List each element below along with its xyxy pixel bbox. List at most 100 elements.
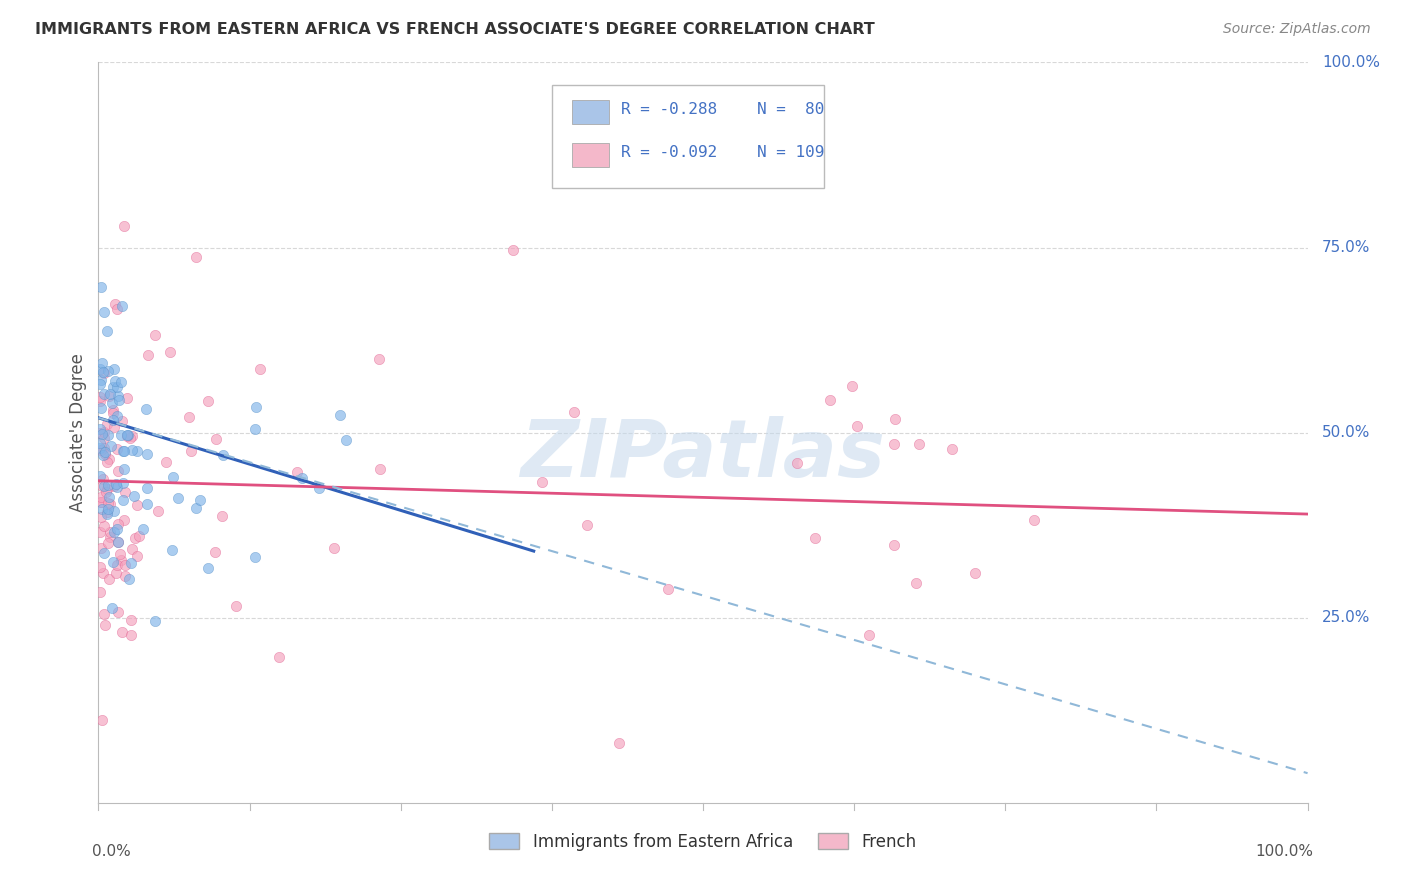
Point	[90, 495, 112, 509]
Point	[103, 420, 125, 434]
Point	[90, 541, 112, 556]
Point	[335, 433, 357, 447]
Point	[225, 599, 247, 613]
Y-axis label: Associate's Degree: Associate's Degree	[69, 353, 87, 512]
Point	[89, 469, 111, 483]
Point	[97, 478, 120, 492]
Point	[322, 541, 344, 555]
Point	[96, 484, 118, 499]
Point	[107, 379, 129, 393]
Point	[101, 413, 124, 427]
Point	[96, 324, 118, 338]
Point	[105, 409, 128, 423]
Text: N =  80: N = 80	[758, 102, 825, 117]
Point	[111, 300, 134, 314]
Point	[93, 366, 115, 380]
Point	[90, 501, 112, 516]
Point	[90, 401, 112, 416]
Point	[93, 441, 115, 455]
Point	[90, 490, 112, 504]
Point	[135, 401, 157, 416]
Point	[112, 219, 135, 234]
Point	[98, 490, 121, 504]
Point	[105, 301, 128, 316]
Point	[94, 618, 117, 632]
Point	[98, 497, 121, 511]
Point	[121, 428, 143, 442]
Point	[127, 549, 149, 563]
Point	[249, 361, 271, 376]
Point	[121, 541, 143, 556]
Point	[804, 531, 827, 545]
Point	[91, 472, 114, 486]
Point	[107, 606, 129, 620]
Point	[93, 425, 115, 440]
Point	[115, 427, 138, 442]
Point	[197, 561, 219, 575]
Point	[858, 628, 880, 642]
Point	[89, 426, 111, 441]
Point	[96, 417, 118, 431]
Point	[107, 534, 129, 549]
Point	[91, 479, 114, 493]
Point	[93, 387, 115, 401]
Point	[184, 500, 207, 515]
Point	[89, 585, 111, 599]
Point	[100, 396, 122, 410]
Point	[89, 422, 111, 436]
Point	[184, 250, 207, 264]
Point	[89, 442, 111, 456]
Point	[308, 481, 330, 495]
Point	[98, 530, 121, 544]
Point	[205, 433, 228, 447]
Point	[212, 448, 235, 462]
Point	[103, 504, 125, 518]
FancyBboxPatch shape	[572, 100, 609, 124]
Point	[103, 380, 125, 394]
Point	[90, 373, 112, 387]
Point	[143, 327, 166, 342]
Point	[136, 349, 159, 363]
Point	[159, 345, 181, 359]
Point	[90, 280, 112, 294]
Point	[91, 426, 114, 441]
Point	[128, 529, 150, 543]
Point	[111, 475, 134, 490]
Text: 50.0%: 50.0%	[1322, 425, 1371, 440]
Point	[107, 392, 129, 407]
Point	[97, 502, 120, 516]
Point	[96, 482, 118, 496]
Point	[883, 436, 905, 450]
Point	[93, 546, 115, 560]
Point	[103, 479, 125, 493]
Point	[93, 518, 115, 533]
Point	[112, 443, 135, 458]
Point	[100, 601, 122, 615]
Point	[91, 365, 114, 379]
Text: 25.0%: 25.0%	[1322, 610, 1371, 625]
Point	[103, 362, 125, 376]
Point	[96, 507, 118, 521]
Point	[818, 393, 841, 408]
Point	[131, 522, 153, 536]
Point	[89, 394, 111, 409]
Point	[243, 550, 266, 565]
Point	[115, 429, 138, 443]
Point	[160, 543, 183, 558]
Point	[329, 409, 352, 423]
Point	[105, 480, 128, 494]
Point	[98, 572, 121, 586]
Point	[269, 649, 291, 664]
Point	[91, 356, 114, 370]
Point	[368, 461, 391, 475]
Point	[122, 489, 145, 503]
Text: R = -0.092: R = -0.092	[621, 145, 717, 160]
Point	[845, 418, 868, 433]
Point	[114, 513, 136, 527]
Point	[89, 435, 111, 450]
Point	[112, 462, 135, 476]
Point	[110, 428, 132, 442]
Point	[291, 470, 314, 484]
Point	[531, 475, 554, 489]
Point	[105, 477, 128, 491]
